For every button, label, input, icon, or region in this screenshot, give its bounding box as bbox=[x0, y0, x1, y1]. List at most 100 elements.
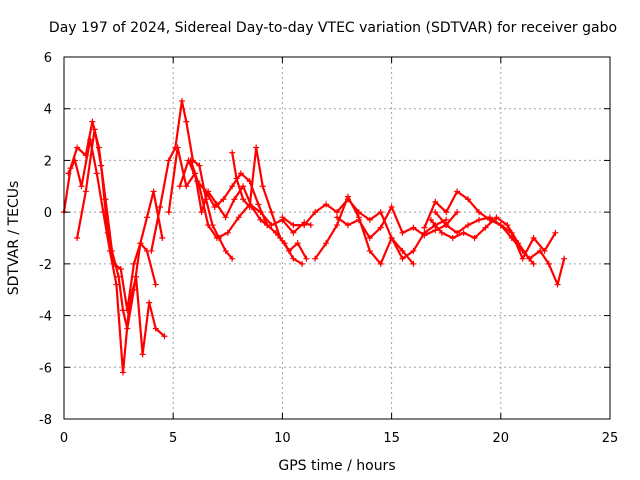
data-point bbox=[161, 333, 168, 340]
data-point bbox=[285, 247, 292, 254]
data-point bbox=[213, 235, 220, 241]
data-point bbox=[377, 260, 384, 267]
data-point bbox=[290, 255, 297, 262]
data-point bbox=[240, 196, 247, 203]
data-point bbox=[355, 216, 362, 223]
data-point bbox=[399, 255, 406, 262]
data-point bbox=[257, 209, 264, 216]
data-point bbox=[541, 247, 548, 254]
data-point bbox=[117, 266, 124, 273]
data-point bbox=[183, 183, 190, 190]
series-group bbox=[229, 144, 310, 262]
series-line bbox=[335, 205, 459, 240]
data-point bbox=[257, 216, 264, 223]
data-point bbox=[449, 235, 456, 241]
data-point bbox=[229, 183, 236, 190]
series-group bbox=[334, 203, 461, 241]
data-point bbox=[410, 247, 417, 254]
data-point bbox=[246, 203, 253, 210]
data-point bbox=[454, 229, 461, 236]
data-point bbox=[111, 260, 118, 267]
data-point bbox=[231, 196, 238, 203]
data-point bbox=[268, 222, 275, 229]
data-point bbox=[176, 183, 183, 190]
data-point bbox=[253, 144, 260, 151]
data-point bbox=[157, 203, 164, 210]
data-point bbox=[366, 247, 373, 254]
data-point bbox=[303, 255, 310, 262]
data-point bbox=[482, 224, 489, 231]
data-point bbox=[344, 193, 351, 200]
data-point bbox=[277, 235, 284, 241]
data-point bbox=[561, 255, 568, 262]
data-point bbox=[377, 224, 384, 231]
data-point bbox=[98, 162, 105, 169]
data-point bbox=[115, 273, 122, 280]
data-point bbox=[255, 201, 262, 208]
data-point bbox=[290, 222, 297, 229]
data-point bbox=[279, 214, 286, 221]
data-point bbox=[554, 281, 561, 288]
data-point bbox=[224, 229, 231, 236]
data-point bbox=[454, 188, 461, 195]
data-point bbox=[471, 235, 478, 241]
data-point bbox=[312, 209, 319, 216]
data-point bbox=[299, 260, 306, 267]
data-point bbox=[174, 144, 181, 151]
data-point bbox=[493, 214, 500, 221]
chart-title: Day 197 of 2024, Sidereal Day-to-day VTE… bbox=[49, 20, 617, 36]
data-point bbox=[143, 214, 150, 221]
data-point bbox=[71, 157, 78, 164]
data-point bbox=[259, 183, 266, 190]
data-series bbox=[61, 97, 568, 376]
data-point bbox=[475, 209, 482, 216]
series-group bbox=[427, 214, 568, 288]
data-point bbox=[89, 118, 96, 125]
data-point bbox=[301, 222, 308, 229]
data-point bbox=[366, 235, 373, 241]
data-point bbox=[460, 229, 467, 236]
data-point bbox=[229, 149, 236, 156]
axis-ticks: 0 5 10 15 20 25 -8 -6 -4 -2 0 2 4 6 bbox=[39, 51, 618, 446]
y-tick-label: -4 bbox=[39, 310, 52, 325]
data-point bbox=[152, 281, 159, 288]
data-point bbox=[146, 299, 153, 306]
data-point bbox=[312, 255, 319, 262]
data-point bbox=[104, 229, 111, 236]
data-point bbox=[432, 209, 439, 216]
y-tick-label: 6 bbox=[44, 51, 52, 66]
data-point bbox=[552, 229, 559, 236]
data-point bbox=[240, 183, 247, 190]
data-point bbox=[323, 240, 330, 247]
data-point bbox=[377, 209, 384, 216]
data-point bbox=[178, 97, 185, 104]
data-point bbox=[366, 216, 373, 223]
data-point bbox=[432, 198, 439, 205]
data-point bbox=[410, 260, 417, 267]
data-point bbox=[388, 235, 395, 241]
x-tick-label: 5 bbox=[169, 431, 177, 446]
data-point bbox=[91, 126, 98, 133]
data-point bbox=[211, 203, 218, 210]
y-tick-label: 0 bbox=[44, 206, 52, 221]
data-point bbox=[237, 170, 244, 177]
data-point bbox=[113, 281, 120, 288]
data-point bbox=[443, 222, 450, 229]
y-axis-label: SDTVAR / TECUs bbox=[6, 181, 22, 296]
data-point bbox=[465, 222, 472, 229]
data-point bbox=[530, 260, 537, 267]
y-tick-label: -2 bbox=[39, 258, 52, 273]
data-point bbox=[475, 216, 482, 223]
data-point bbox=[165, 157, 172, 164]
data-point bbox=[220, 196, 227, 203]
data-point bbox=[196, 183, 203, 190]
data-point bbox=[82, 188, 89, 195]
y-tick-label: -6 bbox=[39, 361, 52, 376]
data-point bbox=[233, 175, 240, 182]
series-line bbox=[76, 128, 157, 312]
data-point bbox=[159, 235, 166, 241]
data-point bbox=[222, 214, 229, 221]
x-tick-label: 15 bbox=[383, 431, 400, 446]
data-point bbox=[235, 214, 242, 221]
